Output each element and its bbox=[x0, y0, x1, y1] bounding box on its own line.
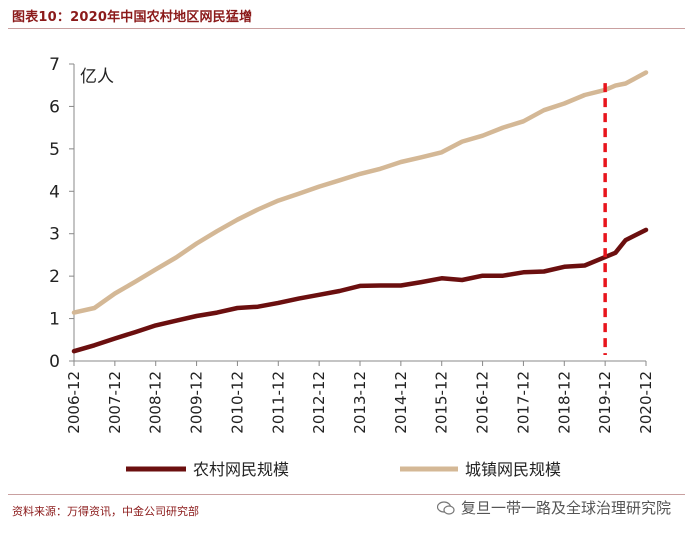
legend-label-urban: 城镇网民规模 bbox=[465, 460, 561, 479]
y-tick-label: 5 bbox=[49, 140, 60, 160]
y-axis-unit-label: 亿人 bbox=[80, 67, 114, 87]
y-tick-label: 6 bbox=[49, 97, 60, 117]
legend: 农村网民规模 城镇网民规模 bbox=[126, 460, 561, 479]
y-tick-label: 2 bbox=[49, 267, 60, 287]
source-note: 资料来源：万得资讯，中金公司研究部 bbox=[12, 505, 199, 518]
x-tick-label: 2006-12 bbox=[65, 371, 83, 434]
x-tick-label: 2020-12 bbox=[637, 371, 655, 434]
x-tick-label: 2013-12 bbox=[351, 371, 369, 434]
x-tick-label: 2012-12 bbox=[310, 371, 328, 434]
series-layer bbox=[71, 70, 649, 354]
series-line-rural bbox=[71, 227, 649, 354]
x-tick-label: 2010-12 bbox=[228, 371, 246, 434]
x-tick-label: 2009-12 bbox=[188, 371, 206, 434]
y-tick-label: 4 bbox=[49, 182, 60, 202]
x-tick-label: 2015-12 bbox=[433, 371, 451, 434]
x-tick-label: 2019-12 bbox=[596, 371, 614, 434]
y-tick-label: 7 bbox=[49, 55, 60, 75]
y-tick-label: 0 bbox=[49, 352, 60, 372]
line-chart: 0 1 2 3 4 5 6 7 2006-12 2007-12 2008-12 2009-12 201… bbox=[49, 55, 655, 479]
series-line-urban bbox=[71, 70, 649, 315]
legend-label-rural: 农村网民规模 bbox=[193, 460, 289, 479]
x-tick-label: 2018-12 bbox=[555, 371, 573, 434]
x-tick-label: 2014-12 bbox=[392, 371, 410, 434]
y-tick-label: 3 bbox=[49, 225, 60, 245]
x-tick-label: 2016-12 bbox=[474, 371, 492, 434]
x-tick-label: 2011-12 bbox=[269, 371, 287, 434]
wechat-icon bbox=[436, 500, 455, 515]
x-axis: 2006-12 2007-12 2008-12 2009-12 2010-12 2011-… bbox=[65, 360, 655, 434]
x-tick-label: 2008-12 bbox=[147, 371, 165, 434]
title-divider bbox=[8, 28, 685, 29]
chart-title: 图表10：2020年中国农村地区网民猛增 bbox=[12, 10, 253, 25]
x-tick-label: 2017-12 bbox=[514, 371, 532, 434]
watermark: 复旦一带一路及全球治理研究院 bbox=[436, 497, 671, 518]
watermark-text: 复旦一带一路及全球治理研究院 bbox=[460, 499, 671, 517]
x-tick-label: 2007-12 bbox=[106, 371, 124, 434]
footer-divider bbox=[8, 494, 685, 495]
y-axis: 0 1 2 3 4 5 6 7 bbox=[49, 55, 75, 372]
y-tick-label: 1 bbox=[49, 310, 60, 330]
